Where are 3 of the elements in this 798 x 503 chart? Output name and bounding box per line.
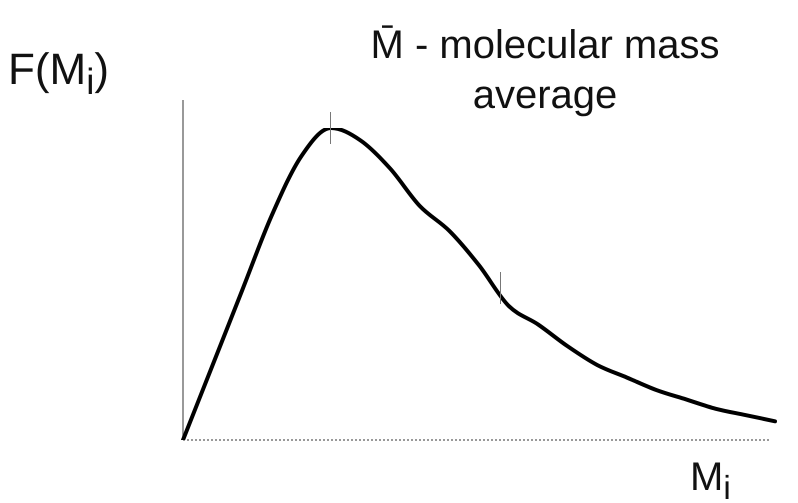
x-axis-title: M$_{i}$ [690, 455, 731, 503]
text: M̄ - molecular mass average [370, 22, 720, 119]
y-axis-title: F(M$_{i}$) [8, 45, 109, 103]
